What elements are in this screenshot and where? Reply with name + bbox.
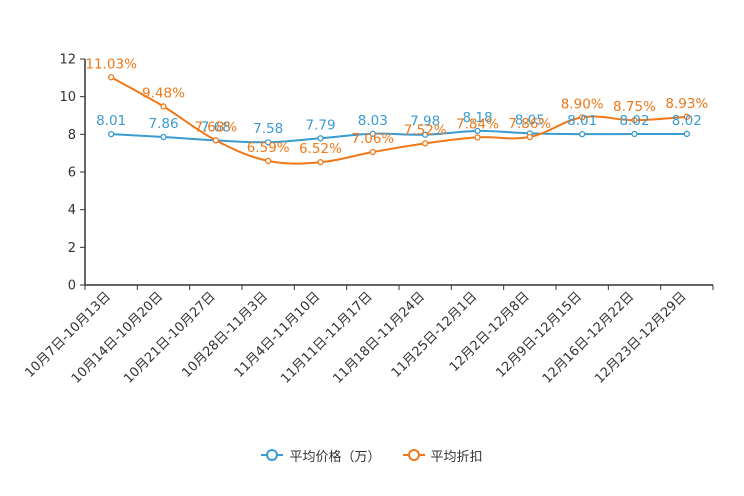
- data-point[interactable]: [631, 130, 638, 138]
- data-label: 8.02: [672, 113, 702, 129]
- data-point[interactable]: [526, 133, 533, 141]
- data-point[interactable]: [160, 103, 167, 110]
- legend: 平均价格（万） 平均折扣: [0, 445, 744, 465]
- data-label: 7.58: [253, 121, 283, 137]
- x-tick-label: 12月23日-12月29日: [592, 289, 689, 386]
- axes: 0 2 4 6 8 10 12 10月7日-10月13日10月14日-10月20日10月21日…: [22, 53, 714, 387]
- legend-price-marker: [261, 448, 284, 462]
- data-point[interactable]: [683, 113, 690, 120]
- legend-discount-marker: [402, 448, 425, 462]
- data-point[interactable]: [160, 133, 167, 141]
- series-points: [108, 74, 690, 166]
- data-point[interactable]: [265, 157, 272, 165]
- data-label: 7.86%: [508, 116, 551, 132]
- y-tick-label: 10: [59, 90, 76, 105]
- data-label: 8.90%: [561, 96, 604, 112]
- data-label: 7.79: [305, 117, 335, 133]
- data-point[interactable]: [631, 117, 638, 124]
- data-label: 8.01: [567, 113, 597, 129]
- data-label: 8.75%: [613, 99, 656, 115]
- data-labels: 8.01 7.86 7.68 7.58 7.79 8.03 7.98 8.18 8.05 8.01…: [85, 56, 708, 157]
- data-label: 6.59%: [247, 140, 290, 156]
- data-label: 7.52%: [404, 122, 447, 138]
- y-tick-label: 2: [68, 241, 76, 256]
- data-point[interactable]: [108, 130, 115, 138]
- data-point[interactable]: [683, 130, 690, 138]
- data-label: 8.93%: [665, 96, 708, 112]
- y-tick-label: 4: [68, 203, 76, 218]
- data-label: 8.18: [462, 110, 492, 126]
- data-label: 11.03%: [85, 56, 137, 72]
- x-tick-label: 12月16日-12月22日: [540, 289, 637, 386]
- data-point[interactable]: [474, 127, 481, 135]
- data-label: 9.48%: [142, 85, 185, 101]
- data-label: 8.03: [358, 113, 388, 129]
- line-chart: 0 2 4 6 8 10 12 10月7日-10月13日10月14日-10月20日10月21日…: [22, 53, 714, 387]
- data-label: 7.84%: [456, 116, 499, 132]
- data-label: 7.98: [410, 114, 440, 130]
- data-point[interactable]: [108, 74, 115, 81]
- x-tick-label: 10月21日-10月27日: [121, 289, 218, 386]
- y-tick-label: 0: [68, 279, 76, 294]
- legend-item-price[interactable]: 平均价格（万）: [261, 446, 381, 465]
- y-tick-label: 6: [68, 166, 76, 181]
- data-point[interactable]: [265, 139, 272, 146]
- legend-item-discount[interactable]: 平均折扣: [402, 446, 483, 465]
- data-label: 7.68%: [194, 119, 237, 135]
- data-point[interactable]: [212, 137, 219, 144]
- y-tick-label: 8: [68, 128, 76, 143]
- data-point[interactable]: [579, 130, 586, 138]
- x-tick-label: 11月11日-11月17日: [278, 289, 375, 386]
- data-point[interactable]: [422, 131, 429, 138]
- x-tick-label: 10月14日-10月20日: [69, 289, 166, 386]
- data-point[interactable]: [579, 114, 586, 121]
- data-label: 7.68: [201, 119, 231, 135]
- data-label: 6.52%: [299, 141, 342, 157]
- data-label: 7.06%: [351, 131, 394, 147]
- legend-price-label: 平均价格（万）: [289, 449, 381, 465]
- data-point[interactable]: [317, 159, 324, 166]
- data-label: 8.01: [96, 113, 126, 129]
- series-lines: [110, 76, 687, 165]
- data-label: 8.05: [515, 112, 545, 128]
- x-tick-label: 11月18日-11月24日: [331, 289, 428, 386]
- data-point[interactable]: [317, 135, 324, 142]
- data-label: 8.02: [619, 113, 649, 129]
- data-label: 7.86: [148, 116, 178, 132]
- data-point[interactable]: [369, 130, 376, 137]
- series-line-0: [111, 129, 687, 144]
- legend-discount-label: 平均折扣: [430, 449, 483, 465]
- data-point[interactable]: [474, 134, 481, 141]
- series-line-1: [110, 76, 687, 165]
- x-tick-label: 10月7日-10月13日: [22, 289, 114, 381]
- y-tick-label: 12: [59, 53, 76, 68]
- data-point[interactable]: [369, 148, 376, 156]
- data-point[interactable]: [422, 140, 429, 147]
